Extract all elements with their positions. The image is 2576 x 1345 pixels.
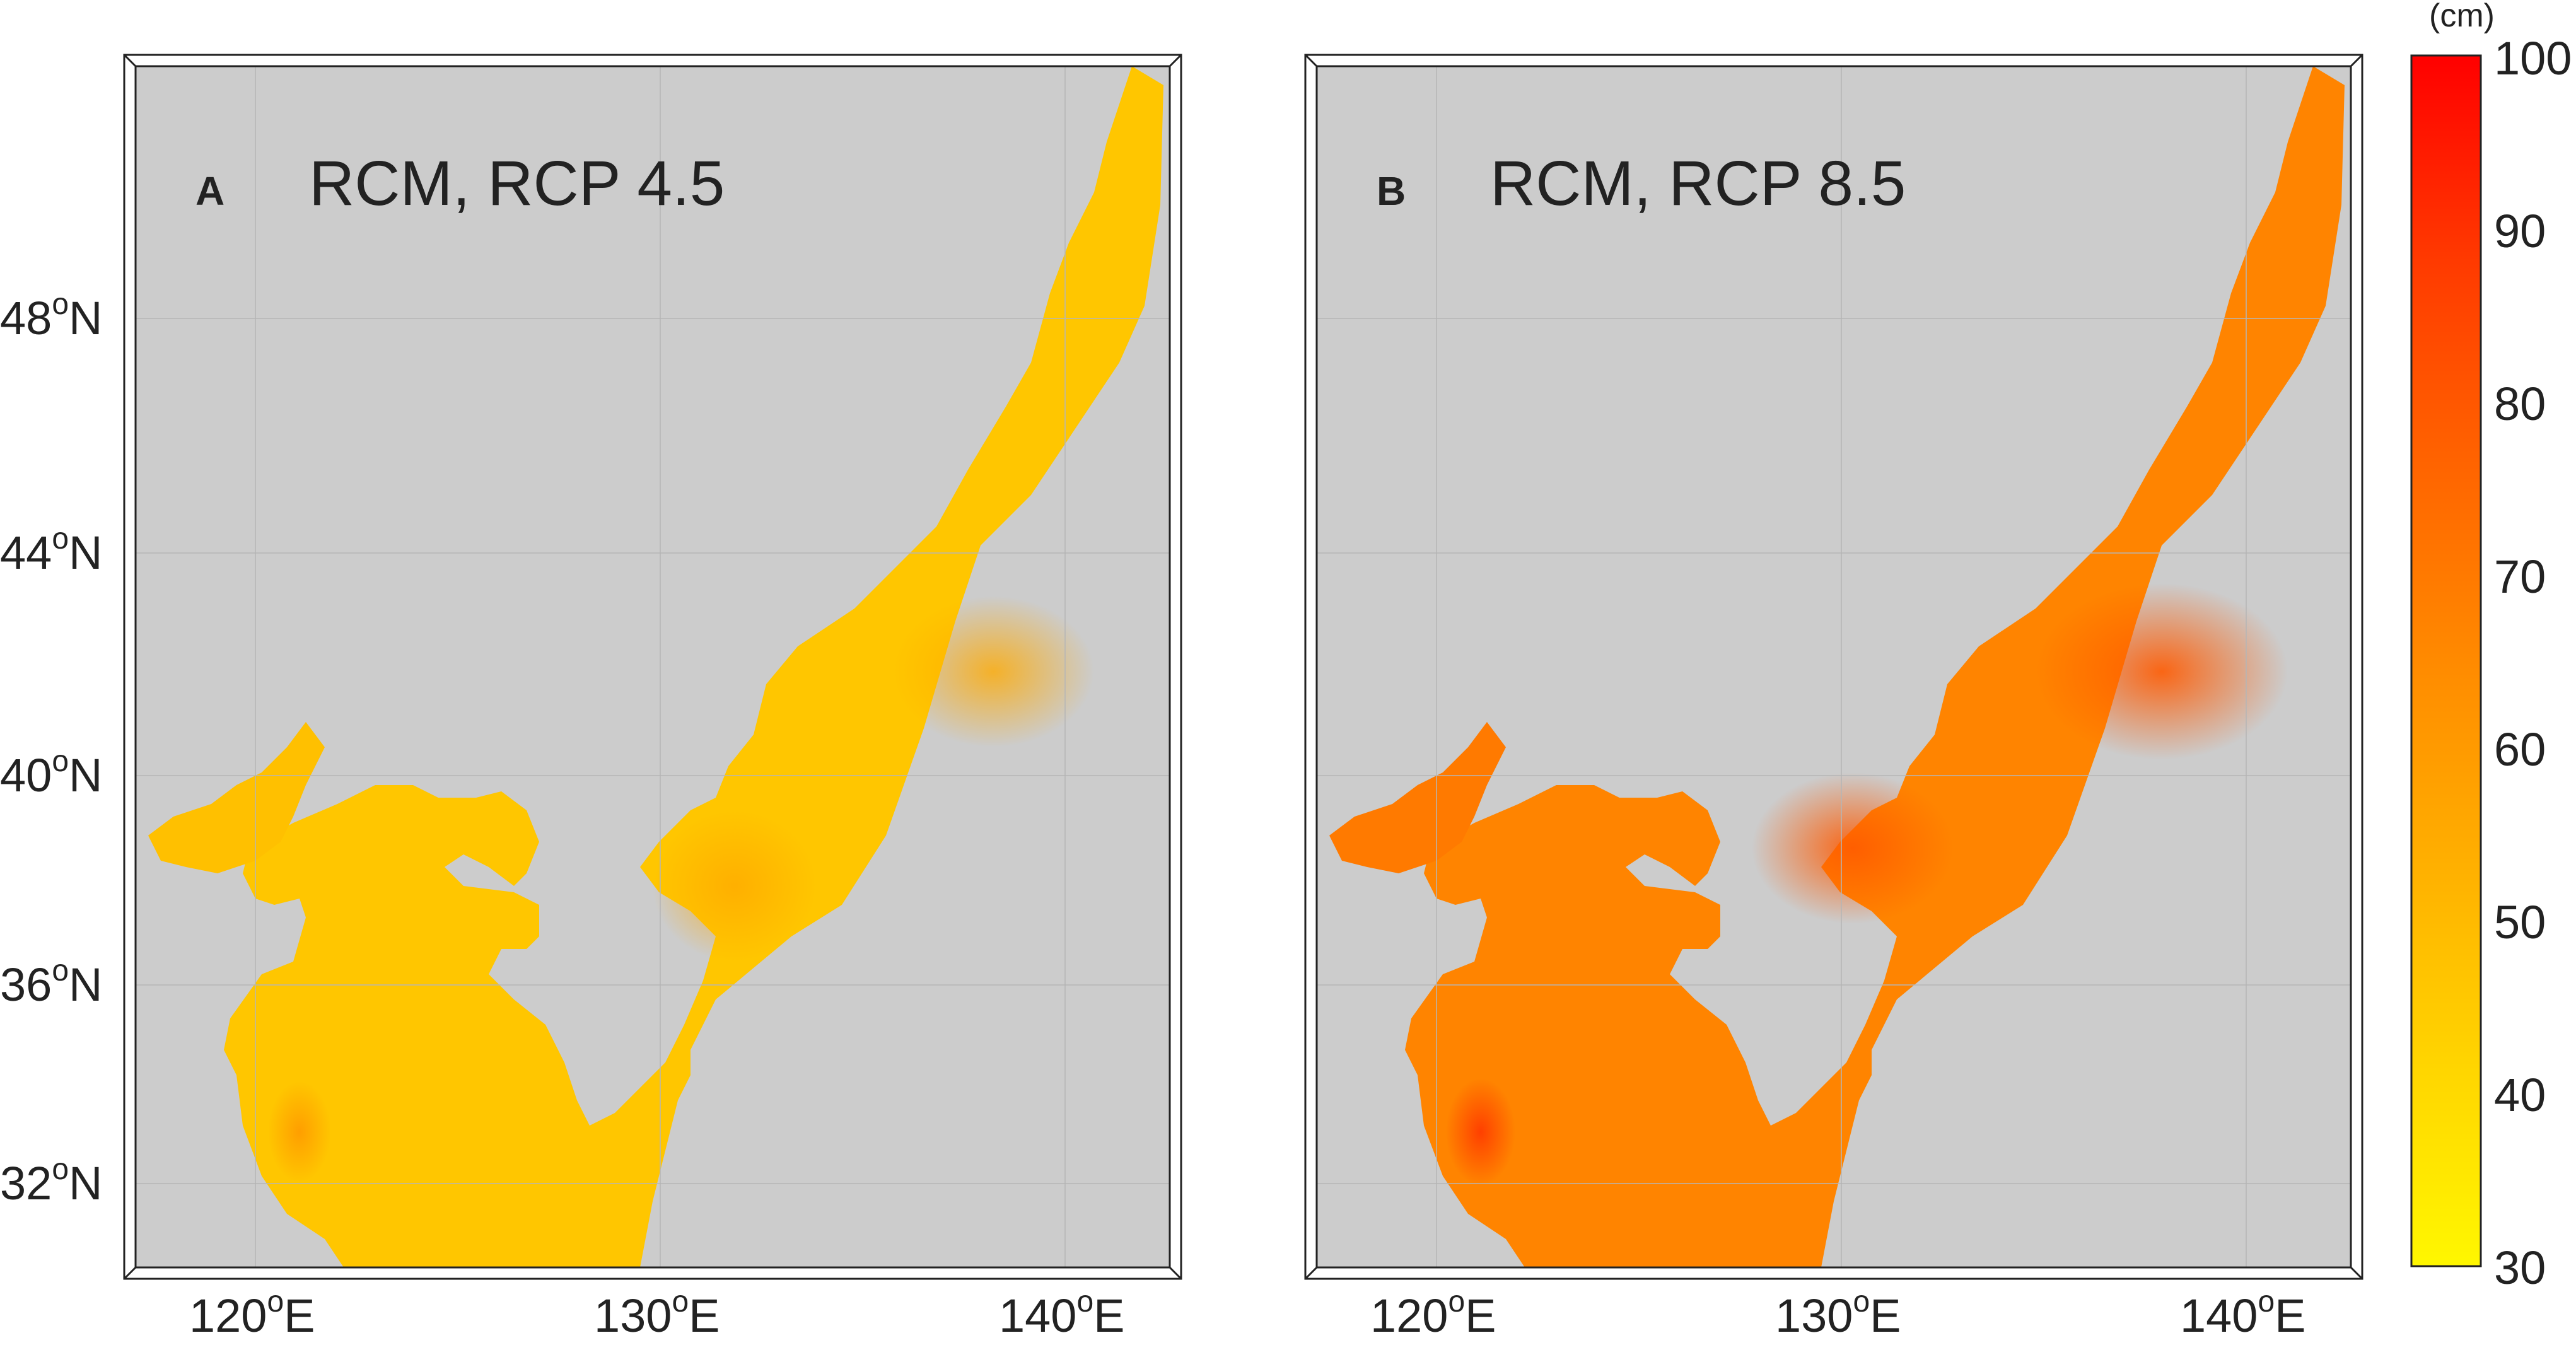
panel-letter-b: B	[1377, 168, 1406, 214]
lat-label-40: 40oN	[0, 745, 102, 801]
colorbar-tick-60: 60	[2494, 723, 2546, 776]
colorbar-tick-100: 100	[2494, 32, 2572, 84]
lon-label-120-b: 120oE	[1370, 1285, 1496, 1342]
lat-label-36: 36oN	[0, 954, 102, 1011]
frame-b	[1304, 54, 2363, 1280]
frame-a	[123, 54, 1182, 1280]
panel-letter-a: A	[195, 168, 224, 214]
colorbar-gradient	[2410, 54, 2482, 1267]
hotspot-b-west	[1752, 772, 1954, 924]
colorbar-tick-80: 80	[2494, 378, 2546, 430]
colorbar-unit: (cm)	[2429, 0, 2495, 34]
hotspot-a-west	[653, 810, 817, 962]
hotspot-b-east	[2036, 583, 2288, 760]
lat-label-44: 44oN	[0, 522, 102, 579]
sea-level-field	[1329, 66, 2345, 1267]
bohai-region-a	[148, 722, 325, 873]
colorbar-tick-50: 50	[2494, 896, 2546, 948]
lon-label-140-a: 140oE	[999, 1285, 1125, 1342]
hotspot-b-coast	[1446, 1078, 1515, 1185]
lon-label-140-b: 140oE	[2180, 1285, 2306, 1342]
lon-labels-a: 120oE 130oE 140oE	[189, 1285, 1125, 1342]
panel-title-a: RCM, RCP 4.5	[309, 148, 725, 219]
sea-level-field	[148, 66, 1163, 1267]
colorbar: (cm) 100 90 80 70 60 50 40 30	[2410, 0, 2572, 1294]
lat-label-32: 32oN	[0, 1153, 102, 1209]
sea-region-b	[1405, 66, 2345, 1267]
grid-a	[136, 66, 1170, 1267]
lat-label-48: 48oN	[0, 288, 102, 344]
colorbar-tick-30: 30	[2494, 1242, 2546, 1294]
panel-title-b: RCM, RCP 8.5	[1490, 148, 1906, 219]
hotspot-a-east	[892, 596, 1094, 747]
colorbar-ticks: 100 90 80 70 60 50 40 30	[2494, 32, 2572, 1294]
panel-a: A RCM, RCP 4.5	[123, 54, 1182, 1280]
panel-b: B RCM, RCP 8.5	[1304, 54, 2363, 1280]
colorbar-tick-70: 70	[2494, 550, 2546, 603]
bohai-region-b	[1329, 722, 1506, 873]
sea-region-a	[224, 66, 1163, 1267]
lat-labels: 48oN 44oN 40oN 36oN 32oN	[0, 288, 102, 1209]
colorbar-tick-40: 40	[2494, 1069, 2546, 1121]
lon-label-130-a: 130oE	[594, 1285, 720, 1342]
grid-b	[1317, 66, 2351, 1267]
colorbar-tick-90: 90	[2494, 205, 2546, 257]
hotspot-a-coast	[268, 1081, 331, 1182]
lon-label-120-a: 120oE	[189, 1285, 315, 1342]
lon-labels-b: 120oE 130oE 140oE	[1370, 1285, 2306, 1342]
lon-label-130-b: 130oE	[1775, 1285, 1901, 1342]
